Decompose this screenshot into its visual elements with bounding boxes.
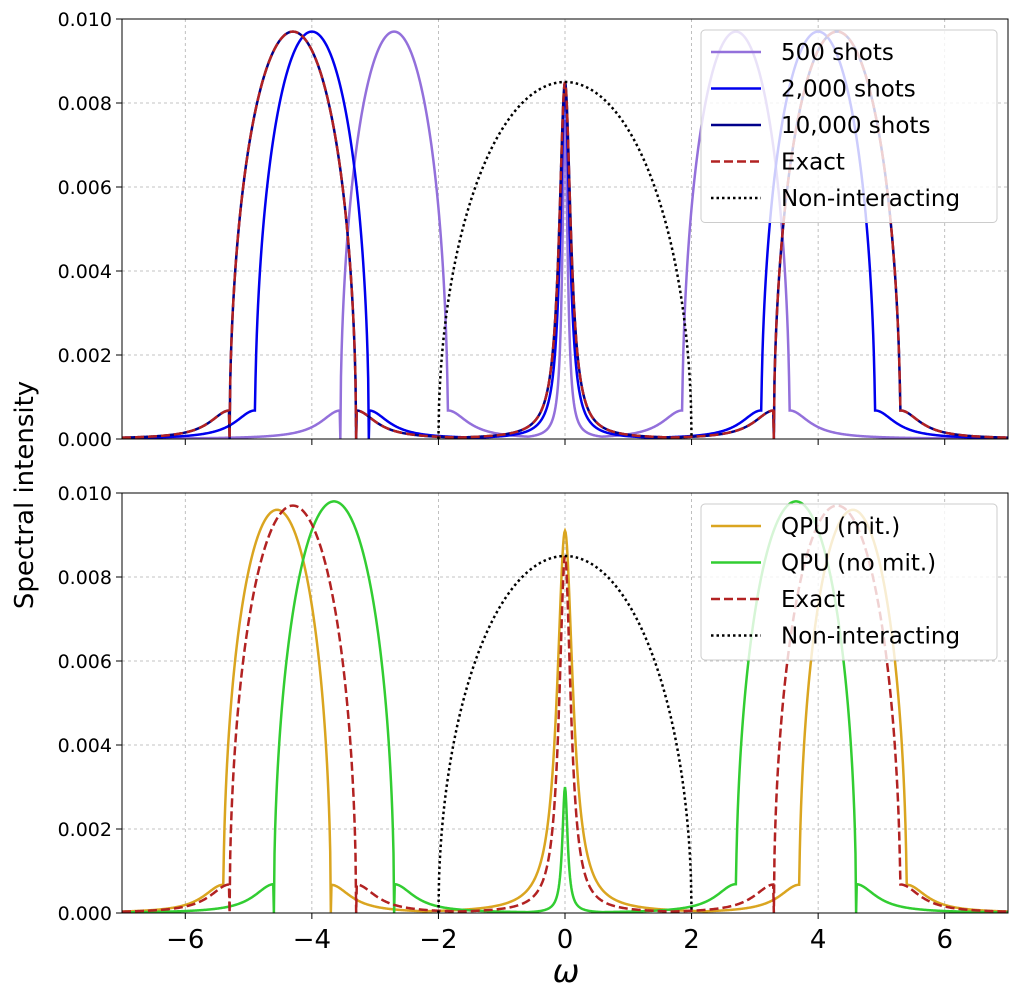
- legend-label: 10,000 shots: [781, 113, 930, 139]
- y-axis-label: Spectral intensity: [10, 381, 40, 609]
- y-tick-label: 0.006: [58, 651, 112, 673]
- y-tick-label: 0.008: [58, 93, 112, 115]
- legend-label: Exact: [781, 150, 845, 176]
- x-tick-label: 4: [810, 925, 827, 955]
- legend-box: [700, 29, 998, 223]
- x-tick-label: 0: [557, 925, 574, 955]
- legend-box: [700, 503, 998, 661]
- y-tick-label: 0.002: [58, 819, 112, 841]
- x-axis-label: ω: [553, 952, 580, 989]
- y-tick-label: 0.000: [58, 903, 112, 925]
- y-tick-label: 0.008: [58, 567, 112, 589]
- y-tick-label: 0.010: [58, 483, 112, 505]
- y-tick-label: 0.004: [58, 735, 112, 757]
- x-tick-label: 2: [683, 925, 700, 955]
- legend-label: QPU (mit.): [781, 514, 900, 540]
- series-line: [437, 80, 693, 439]
- y-tick-label: 0.010: [58, 9, 112, 31]
- bottom-panel: −6 −4 −2 0 2 4 6 0.000 0.002 0.004 0.006 0.008 0.010…: [58, 483, 1009, 955]
- x-tick-label: −4: [293, 925, 331, 955]
- series-line: [437, 554, 693, 913]
- x-tick-label: −6: [166, 925, 204, 955]
- series-line: [122, 500, 1008, 913]
- x-tick-label: −2: [419, 925, 457, 955]
- legend-label: Exact: [781, 587, 845, 613]
- x-tick-label: 6: [936, 925, 953, 955]
- legend-label: Non-interacting: [781, 186, 960, 212]
- top-panel: 0.000 0.002 0.004 0.006 0.008 0.010 500 shots 2…: [58, 9, 1009, 451]
- legend: QPU (mit.) QPU (no mit.) Exact Non-interact…: [700, 503, 998, 661]
- y-tick-label: 0.004: [58, 261, 112, 283]
- series-line: [122, 30, 1008, 439]
- legend-label: Non-interacting: [781, 624, 960, 650]
- legend: 500 shots 2,000 shots 10,000 shots Exact Non…: [700, 29, 998, 223]
- y-tick-label: 0.000: [58, 429, 112, 451]
- legend-label: QPU (no mit.): [781, 551, 936, 577]
- y-tick-label: 0.002: [58, 345, 112, 367]
- legend-label: 2,000 shots: [781, 77, 916, 103]
- legend-label: 500 shots: [781, 40, 894, 66]
- y-tick-label: 0.006: [58, 177, 112, 199]
